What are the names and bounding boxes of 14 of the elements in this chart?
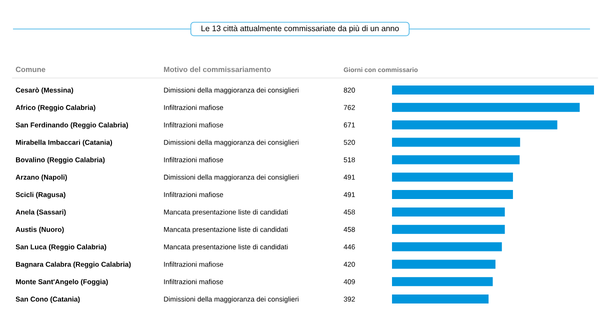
text: Le 13 città attualmente commissariate da più di un anno	[201, 25, 399, 33]
bar	[392, 260, 496, 269]
bar	[392, 86, 594, 95]
bar	[392, 102, 580, 112]
bar	[392, 155, 520, 164]
bar	[392, 242, 502, 252]
bar	[392, 207, 505, 216]
bar	[392, 190, 513, 200]
bar	[392, 172, 513, 182]
bar	[392, 138, 520, 147]
bar	[392, 120, 558, 130]
bar	[392, 294, 489, 304]
bar	[392, 224, 505, 234]
bar	[392, 277, 493, 286]
